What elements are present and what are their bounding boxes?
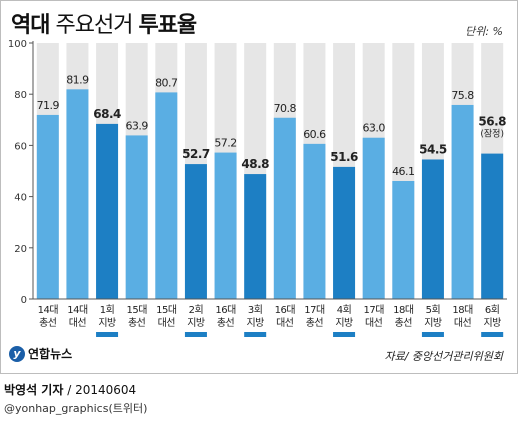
x-tick-label-line2: 총선	[39, 317, 57, 329]
bar	[36, 114, 59, 299]
credit-line: 박영석 기자 / 20140604	[4, 381, 136, 398]
local-election-marker	[333, 332, 356, 337]
x-tick-label-line1: 15대	[126, 304, 147, 316]
title-part-2: 주요선거	[55, 13, 133, 38]
x-tick-label-line2: 지방	[483, 317, 501, 329]
publish-date: / 20140604	[63, 383, 137, 397]
x-tick-label-line1: 6회	[485, 304, 500, 316]
x-tick-label-line1: 16대	[275, 304, 296, 316]
provisional-note: (잠정)	[480, 129, 504, 140]
bar	[362, 137, 385, 299]
data-label: 51.6	[330, 150, 358, 164]
x-tick-label-line2: 총선	[306, 317, 324, 329]
bar	[303, 143, 326, 299]
x-tick-label-line2: 지방	[424, 317, 442, 329]
data-label: 46.1	[392, 165, 415, 178]
source-label: 자료/ 중앙선거관리위원회	[384, 350, 503, 363]
title-part-1: 역대	[11, 13, 50, 38]
x-tick-label-line2: 지방	[335, 317, 353, 329]
x-tick-label-line2: 총선	[395, 317, 413, 329]
x-tick-label-line1: 17대	[304, 304, 325, 316]
y-tick-label: 40	[14, 193, 27, 204]
x-tick-label-line2: 대선	[276, 317, 294, 329]
yonhap-logo-text: 연합뉴스	[28, 347, 73, 361]
data-label: 75.8	[451, 89, 474, 102]
local-election-marker	[96, 332, 119, 337]
y-tick-label: 0	[21, 295, 27, 306]
bar	[214, 152, 237, 299]
x-tick-label-line1: 18대	[452, 304, 473, 316]
data-label: 52.7	[182, 147, 210, 161]
bar	[244, 174, 267, 299]
x-tick-label-line2: 대선	[454, 317, 472, 329]
y-tick-label: 20	[14, 244, 27, 255]
x-tick-label-line1: 4회	[337, 304, 352, 316]
data-label: 81.9	[66, 73, 89, 86]
data-label: 71.9	[37, 99, 60, 112]
x-tick-label-line1: 2회	[189, 304, 204, 316]
data-label: 54.5	[419, 142, 447, 156]
x-tick-label-line2: 총선	[217, 317, 235, 329]
x-tick-label-line1: 17대	[363, 304, 384, 316]
x-tick-label-line1: 16대	[215, 304, 236, 316]
bar	[333, 166, 356, 299]
x-tick-label-line1: 15대	[156, 304, 177, 316]
y-tick-label: 100	[8, 39, 27, 50]
data-label: 56.8	[478, 115, 506, 129]
bar-chart: 02040608010071.914대총선81.914대대선68.41회지방63…	[8, 39, 507, 337]
bar	[451, 104, 474, 300]
data-label: 60.6	[303, 128, 326, 141]
yonhap-logo-icon: y	[9, 345, 25, 362]
local-election-marker	[244, 332, 267, 337]
data-label: 80.7	[155, 76, 178, 89]
x-tick-label-line2: 지방	[246, 317, 264, 329]
bar	[184, 164, 207, 299]
bar	[481, 153, 504, 299]
bar	[421, 159, 444, 299]
bar	[155, 92, 178, 300]
x-tick-label-line1: 18대	[393, 304, 414, 316]
bar	[66, 89, 89, 299]
bar	[392, 180, 415, 299]
yonhap-logo: y 연합뉴스	[9, 345, 72, 362]
bar	[273, 117, 296, 299]
data-label: 70.8	[274, 102, 297, 115]
bar	[96, 123, 119, 299]
twitter-handle: @yonhap_graphics(트위터)	[4, 402, 148, 415]
x-tick-label-line1: 14대	[67, 304, 88, 316]
x-tick-label-line1: 1회	[100, 304, 115, 316]
x-tick-label-line1: 5회	[426, 304, 441, 316]
x-tick-label-line1: 14대	[38, 304, 59, 316]
y-tick-label: 60	[14, 141, 27, 152]
data-label: 57.2	[214, 137, 237, 150]
infographic-card: 역대 주요선거 투표율 단위: % 0 20 40 60 80 100 71.9 14대 총선 8…	[0, 0, 518, 374]
y-tick-label: 80	[14, 90, 27, 101]
chart-title: 역대 주요선거 투표율	[11, 7, 197, 39]
bar	[125, 135, 148, 299]
x-tick-label-line2: 총선	[128, 317, 146, 329]
local-election-marker	[481, 332, 504, 337]
x-tick-label-line2: 대선	[69, 317, 87, 329]
title-part-3: 투표율	[138, 13, 197, 38]
data-label: 63.0	[362, 122, 385, 135]
data-label: 63.9	[125, 119, 148, 132]
data-label: 68.4	[93, 107, 121, 121]
x-tick-label-line2: 대선	[158, 317, 176, 329]
local-election-marker	[184, 332, 207, 337]
data-label: 48.8	[241, 157, 269, 171]
x-tick-label-line2: 지방	[98, 317, 116, 329]
unit-label: 단위: %	[465, 25, 503, 38]
x-tick-label-line2: 지방	[187, 317, 205, 329]
x-tick-label-line2: 대선	[365, 317, 383, 329]
local-election-marker	[421, 332, 444, 337]
reporter-name: 박영석 기자	[4, 383, 64, 397]
x-tick-label-line1: 3회	[248, 304, 263, 316]
